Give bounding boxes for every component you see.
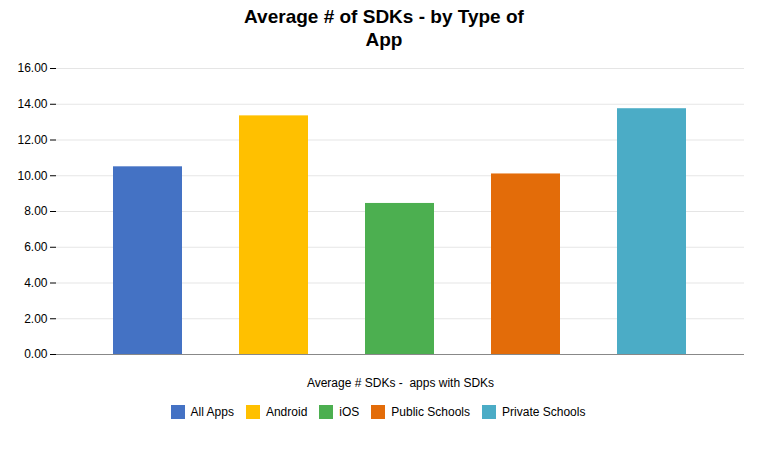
svg-text:2.00: 2.00 [24,311,48,325]
html-text:Public Schools: Public Schools [391,405,470,420]
html-text:All Apps: All Apps [190,405,234,420]
svg-text:12.00: 12.00 [17,132,47,146]
html-text:Private Schools: Private Schools [502,405,586,420]
svg-text:14.00: 14.00 [17,97,47,111]
svg-text:8.00: 8.00 [24,204,48,218]
svg-text:4.00: 4.00 [24,275,48,289]
svg-text:0.00: 0.00 [24,347,48,361]
svg-text:6.00: 6.00 [24,240,48,254]
html-text:Android: Android [265,405,308,420]
html-text:iOS: iOS [339,405,360,420]
svg-text:10.00: 10.00 [17,168,47,182]
html-text:Average # of SDKs - by Type of: Average # of SDKs - by Type of App [244,6,524,50]
svg-text:Average # SDKs - apps with SD: Average # SDKs - apps with SDKs [307,375,494,389]
svg-text:16.00: 16.00 [17,61,47,75]
